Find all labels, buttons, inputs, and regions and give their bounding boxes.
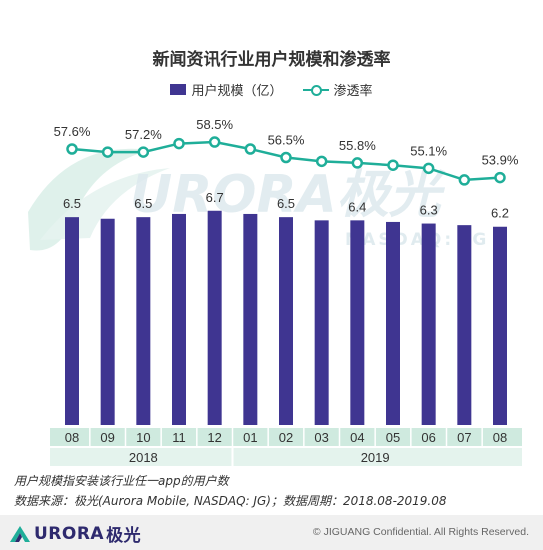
line-value-label: 55.8% — [339, 138, 376, 153]
bar — [100, 218, 115, 425]
bar — [421, 223, 436, 425]
year-group-label: 2018 — [129, 450, 158, 465]
bar — [314, 220, 329, 425]
x-tick-label: 01 — [243, 430, 257, 445]
footer-logo-cn: 极光 — [106, 526, 142, 546]
aurora-logo-icon — [10, 525, 30, 542]
line-value-label: 53.9% — [482, 153, 519, 168]
legend-line-swatch — [302, 84, 329, 96]
bar-value-label: 6.5 — [134, 196, 152, 211]
line-point — [66, 143, 78, 155]
line-value-label: 55.1% — [410, 143, 447, 158]
legend-bar-label: 用户规模（亿） — [191, 84, 283, 99]
line-point — [244, 143, 257, 155]
legend-bar-swatch — [170, 84, 187, 95]
bar — [457, 225, 472, 425]
line-value-label: 58.5% — [196, 117, 233, 132]
bar-value-label: 6.5 — [277, 196, 295, 211]
legend-item-bar: 用户规模（亿） — [170, 80, 283, 99]
legend-item-line: 渗透率 — [302, 80, 373, 99]
bar — [207, 210, 222, 425]
x-tick-label: 09 — [100, 430, 114, 445]
bar — [172, 213, 186, 425]
bar-value-label: 6.3 — [420, 203, 438, 218]
footer-logo-text: URORA — [34, 523, 105, 544]
footer-bar: URORA 极光 © JIGUANG Confidential. All Rig… — [0, 515, 543, 550]
x-tick-label: 11 — [172, 430, 186, 445]
bar — [136, 217, 151, 425]
x-tick-label: 08 — [493, 430, 507, 445]
bar-value-label: 6.5 — [63, 196, 81, 211]
footer-logo: URORA 极光 — [8, 521, 141, 546]
legend-line-label: 渗透率 — [333, 84, 373, 99]
bar-value-label: 6.2 — [491, 206, 509, 221]
bar — [243, 213, 258, 425]
note-source: 数据来源：极光(Aurora Mobile, NASDAQ: JG)；数据周期：… — [14, 494, 447, 508]
line-point — [494, 171, 506, 184]
line-value-label: 57.6% — [54, 124, 91, 139]
line-point — [208, 136, 221, 148]
bar — [65, 217, 79, 425]
footer-copyright: © JIGUANG Confidential. All Rights Reser… — [312, 526, 529, 538]
x-tick-label: 08 — [65, 430, 79, 445]
note-definition: 用户规模指安装该行业任一app的用户数 — [14, 474, 229, 488]
x-tick-label: 10 — [136, 430, 150, 445]
line-value-label: 57.2% — [125, 127, 162, 142]
year-band — [50, 448, 522, 466]
x-tick-label: 07 — [457, 430, 471, 445]
line-point — [351, 157, 364, 169]
category-band — [50, 428, 522, 446]
chart-title: 新闻资讯行业用户规模和渗透率 — [152, 50, 391, 70]
bar — [493, 226, 507, 425]
bar — [350, 220, 365, 425]
x-tick-label: 12 — [207, 430, 221, 445]
line-point — [458, 174, 471, 186]
line-point — [315, 155, 328, 168]
line-point — [280, 151, 292, 164]
bar-value-label: 6.4 — [348, 199, 366, 214]
line-point — [101, 146, 114, 158]
bar — [386, 221, 400, 425]
chart-area: 6.5 6.5 6.7 6.5 6.4 6.3 6.2 57.6% 57.2% 58.5% 56.5… — [50, 117, 522, 466]
x-tick-label: 03 — [314, 430, 328, 445]
x-tick-label: 06 — [421, 430, 435, 445]
line-point — [387, 159, 399, 171]
bar — [279, 217, 293, 425]
year-group-label: 2019 — [361, 450, 390, 465]
x-tick-label: 05 — [386, 430, 400, 445]
line-point — [173, 137, 185, 150]
x-tick-label: 02 — [279, 430, 293, 445]
bar-value-label: 6.7 — [206, 190, 224, 205]
line-point — [137, 146, 150, 158]
line-value-label: 56.5% — [268, 133, 305, 148]
chart-legend: 用户规模（亿） 渗透率 — [0, 80, 543, 99]
line-point — [422, 162, 435, 175]
x-tick-label: 04 — [350, 430, 364, 445]
